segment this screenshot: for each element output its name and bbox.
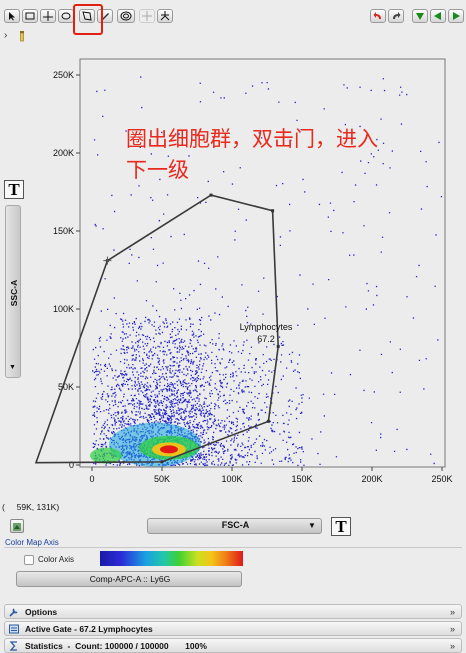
plot-axes: 250K 200K 150K 100K 50K 0 0 50K 100K 150K 200K 250K xyxy=(53,58,453,484)
branch-gate-icon xyxy=(160,11,170,21)
pointer-tool-button[interactable] xyxy=(4,9,20,23)
plot-frame xyxy=(79,58,446,468)
x-axis-dropdown-arrow-icon: ▼ xyxy=(308,521,316,530)
rectangle-gate-button[interactable] xyxy=(22,9,38,23)
active-gate-label: Active Gate - 67.2 Lymphocytes xyxy=(25,624,153,634)
color-map-divider xyxy=(4,547,462,548)
y-axis-parameter-selector[interactable]: SSC-A ▼ xyxy=(5,205,21,378)
gate-name-label: Lymphocytes xyxy=(240,322,293,332)
pointer-icon xyxy=(9,12,15,21)
ellipse-gate-button[interactable] xyxy=(58,9,74,23)
x-tick-label: 100K xyxy=(221,474,242,484)
gate-list-icon xyxy=(9,624,19,634)
y-tick-label: 50K xyxy=(58,382,74,392)
gate-vertices xyxy=(103,193,280,464)
expand-chevron-icon[interactable]: › xyxy=(4,30,8,41)
next-button[interactable] xyxy=(448,9,464,23)
export-icon[interactable] xyxy=(10,519,24,533)
sigma-icon xyxy=(9,641,17,651)
cross-gate-icon xyxy=(142,11,152,21)
annotation-line-2: 下一级 xyxy=(126,158,189,182)
x-tick-label: 200K xyxy=(361,474,382,484)
active-gate-panel[interactable]: Active Gate - 67.2 Lymphocytes » xyxy=(4,621,462,636)
gate-vertex-handle[interactable] xyxy=(160,460,164,464)
left-arrow-icon xyxy=(434,12,441,20)
previous-button[interactable] xyxy=(430,9,446,23)
gate-vertex-handle[interactable] xyxy=(266,419,270,423)
x-tick-label: 150K xyxy=(291,474,312,484)
quadrant-gate-button[interactable] xyxy=(40,9,56,23)
tube-icon xyxy=(20,31,24,42)
density-region-red xyxy=(160,445,178,454)
x-axis-label: FSC-A xyxy=(221,520,250,530)
gate-percent-label: 67.2 xyxy=(257,334,275,344)
branch-gate-button[interactable] xyxy=(157,9,173,23)
polygon-gate-button[interactable] xyxy=(79,9,95,23)
gate-vertex-handle[interactable] xyxy=(276,344,280,348)
y-tick-label: 100K xyxy=(53,304,74,314)
options-expand-icon: » xyxy=(449,607,455,617)
right-arrow-icon xyxy=(453,12,460,20)
x-tick-label: 250K xyxy=(431,474,452,484)
annotation-text: 圈出细胞群，双击门，进入 下一级 xyxy=(126,124,456,186)
color-map-title: Color Map Axis xyxy=(5,538,59,547)
cross-gate-button[interactable] xyxy=(139,9,155,23)
options-label: Options xyxy=(25,607,58,617)
cursor-readout: ( 59K, 131K) xyxy=(2,502,60,512)
annotation-line-1: 圈出细胞群，双击门，进入 xyxy=(126,127,378,151)
color-map-parameter-label: Comp-APC-A :: Ly6G xyxy=(89,574,171,584)
down-arrow-icon xyxy=(416,13,424,20)
y-axis-text-button[interactable]: T xyxy=(4,180,24,199)
gate-vertex-handle[interactable] xyxy=(271,209,275,213)
y-tick-label: 250K xyxy=(53,70,74,80)
redo-button[interactable] xyxy=(388,9,404,23)
spider-gate-button[interactable] xyxy=(117,9,135,23)
density-region-green-low xyxy=(90,447,122,464)
quadrant-icon xyxy=(43,11,53,21)
y-axis-dropdown-arrow-icon: ▼ xyxy=(9,364,16,371)
gate-vertex-handle[interactable] xyxy=(209,193,213,197)
statistics-expand-icon: » xyxy=(449,641,455,651)
redo-icon xyxy=(393,12,401,19)
next-down-button[interactable] xyxy=(412,9,428,23)
color-axis-checkbox[interactable] xyxy=(24,555,34,565)
toolbar xyxy=(0,0,466,35)
x-tick-label: 50K xyxy=(154,474,170,484)
x-tick-label: 0 xyxy=(89,474,94,484)
color-map-parameter-selector[interactable]: Comp-APC-A :: Ly6G xyxy=(16,571,242,587)
tool-highlight-box xyxy=(73,4,103,35)
polygon-gate-icon xyxy=(82,11,92,21)
spider-gate-icon xyxy=(120,11,132,21)
lymphocytes-gate[interactable] xyxy=(34,194,280,464)
color-axis-label: Color Axis xyxy=(38,555,75,564)
wrench-icon xyxy=(9,608,18,617)
options-panel[interactable]: Options » xyxy=(4,604,462,619)
freehand-gate-icon xyxy=(101,13,109,21)
x-axis-text-button[interactable]: T xyxy=(331,517,351,536)
ellipse-gate-icon xyxy=(61,12,71,20)
y-tick-label: 150K xyxy=(53,226,74,236)
y-tick-label: 200K xyxy=(53,148,74,158)
active-gate-expand-icon: » xyxy=(449,624,455,634)
statistics-label: Statistics - Count: 100000 / 100000 100% xyxy=(25,641,207,651)
color-gradient-bar xyxy=(100,551,243,566)
undo-icon xyxy=(373,12,381,19)
undo-button[interactable] xyxy=(370,9,386,23)
x-axis-parameter-selector[interactable]: FSC-A ▼ xyxy=(147,518,322,534)
rectangle-gate-icon xyxy=(25,12,35,20)
y-axis-label: SSC-A xyxy=(9,279,19,307)
y-tick-label: 0 xyxy=(69,460,74,470)
gate-start-crosshair xyxy=(103,256,112,265)
